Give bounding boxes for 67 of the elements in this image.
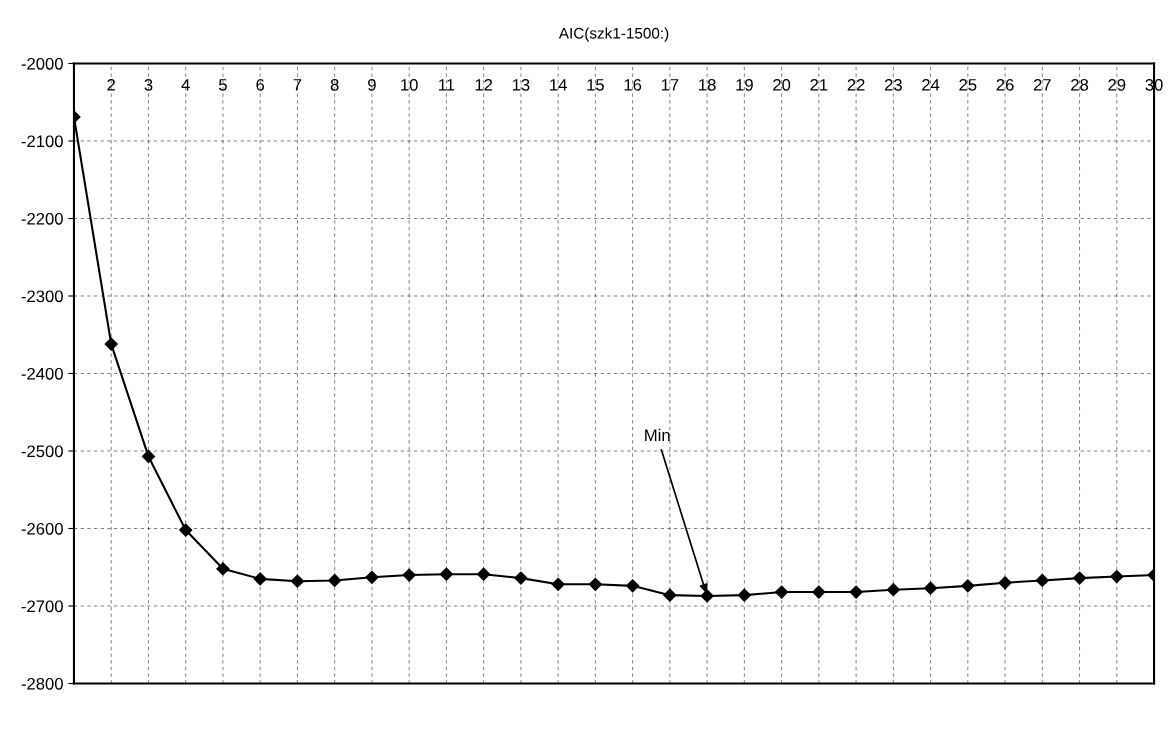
point [551, 577, 565, 591]
x-tick-label: 8 [330, 78, 339, 91]
x-tick-label: 9 [368, 78, 376, 91]
point [104, 337, 118, 351]
point [700, 589, 714, 603]
point [365, 570, 379, 584]
y-tick-label: -2800 [21, 677, 63, 690]
point [514, 571, 528, 585]
x-tick-label: 2 [107, 78, 115, 91]
annotation: Min [645, 428, 670, 441]
x-tick-label: 7 [293, 79, 302, 91]
point [663, 588, 677, 602]
x-tick-label: 28 [1071, 78, 1089, 91]
x-tick-label: 19 [736, 78, 753, 91]
x-tick-label: 16 [624, 78, 642, 91]
y-tick-label: -2200 [21, 212, 63, 225]
point [253, 572, 267, 586]
x-tick-label: 12 [475, 78, 493, 91]
x-tick-label: 15 [587, 79, 604, 91]
x-tick-label: 6 [256, 78, 265, 91]
point [775, 585, 789, 599]
x-tick-label: 29 [1108, 78, 1126, 91]
point [1110, 569, 1124, 584]
point [849, 585, 863, 599]
point [216, 562, 230, 576]
y-tick-label: -2700 [21, 600, 63, 613]
y-tick-label: -2000 [21, 57, 63, 70]
point [290, 574, 305, 588]
point [477, 567, 491, 581]
point [961, 579, 975, 593]
y-tick-label: -2400 [21, 367, 63, 380]
x-tick-label: 17 [661, 79, 679, 91]
point [886, 583, 900, 597]
x-tick-label: 22 [847, 78, 865, 91]
point [1072, 571, 1087, 585]
y-tick-label: -2500 [21, 445, 63, 458]
point [812, 585, 826, 599]
x-tick-label: 23 [884, 78, 902, 91]
x-tick-label: 27 [1033, 78, 1051, 91]
y-tick-label: -2300 [21, 290, 63, 303]
x-tick-label: 11 [439, 79, 455, 91]
point [179, 523, 193, 537]
x-tick-label: 18 [699, 78, 716, 91]
point [588, 577, 602, 591]
point [328, 573, 342, 588]
point [402, 568, 416, 582]
x-tick-label: 10 [401, 78, 418, 91]
point [439, 567, 453, 581]
point [1035, 573, 1049, 588]
x-tick-label: 4 [181, 79, 190, 91]
y-tick-label: -2600 [21, 522, 63, 535]
x-tick-label: 20 [773, 78, 791, 91]
point [998, 576, 1012, 590]
x-tick-label: 25 [959, 78, 977, 91]
y-tick-label: -2100 [21, 135, 63, 148]
point [141, 449, 156, 464]
x-tick-label: 3 [144, 78, 153, 91]
x-tick-label: 14 [550, 79, 567, 91]
x-tick-label: 26 [996, 78, 1014, 91]
chart-title: AIC(szk1-1500:) [558, 27, 669, 42]
point [626, 579, 640, 593]
point [923, 581, 938, 595]
x-tick-label: 5 [218, 79, 227, 91]
point [737, 588, 751, 602]
x-tick-label: 13 [512, 78, 530, 91]
x-tick-label: 21 [810, 78, 828, 91]
x-tick-label: 24 [922, 78, 940, 91]
